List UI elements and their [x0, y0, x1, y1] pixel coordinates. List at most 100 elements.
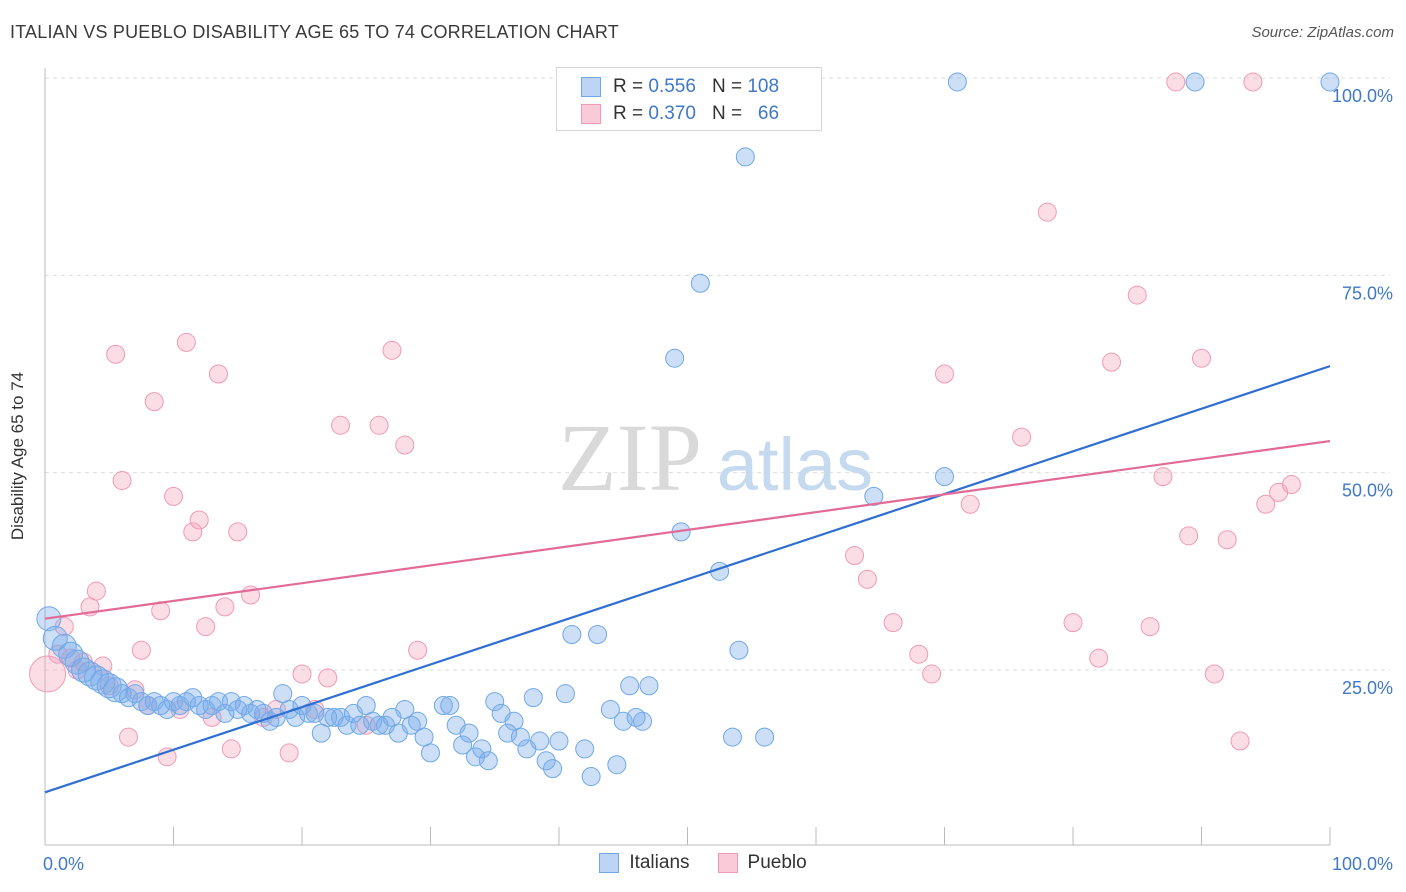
pueblo-trend-line [44, 440, 1331, 620]
n-label: N = [711, 103, 743, 124]
gridlines [45, 77, 1390, 671]
italians-point [549, 731, 569, 751]
pueblo-point [408, 640, 428, 660]
pueblo-point [131, 640, 151, 660]
r-value: 0.556 [648, 76, 696, 97]
italians-point [530, 731, 550, 751]
source-label: Source: ZipAtlas.com [1251, 24, 1394, 41]
pueblo-point [29, 655, 67, 693]
italians-point [77, 661, 103, 687]
legend-label-pueblo: Pueblo [747, 852, 807, 873]
italians-point [440, 696, 460, 716]
italians-point [478, 751, 498, 771]
italians-point [555, 684, 575, 704]
pueblo-point [909, 644, 929, 664]
stats-legend: R = 0.556 N = 108 R = 0.370 N = 66 [556, 67, 822, 131]
pueblo-swatch [581, 104, 601, 124]
italians-point [96, 673, 122, 699]
legend-item-italians[interactable]: Italians [599, 852, 690, 874]
italians-point [633, 711, 653, 731]
italians-point [157, 699, 177, 719]
italians-trend-line [44, 365, 1331, 794]
italians-point [350, 715, 370, 735]
pueblo-point [1140, 617, 1160, 637]
r-label: R = [613, 76, 644, 97]
pueblo-point [196, 617, 216, 637]
italians-point [433, 696, 453, 716]
pueblo-point [1102, 352, 1122, 372]
pueblo-point [1063, 613, 1083, 633]
n-value: 66 [757, 103, 780, 124]
italians-point [510, 727, 530, 747]
italians-swatch [581, 77, 601, 97]
pueblo-point [221, 739, 241, 759]
y-tick-label: 50.0% [1342, 481, 1393, 501]
points [29, 68, 1340, 787]
axes [44, 68, 1331, 846]
y-tick-label: 25.0% [1342, 678, 1393, 698]
italians-point [215, 703, 235, 723]
pueblo-point [1012, 427, 1032, 447]
italians-point [620, 676, 640, 696]
pueblo-point [112, 471, 132, 491]
pueblo-point [1230, 731, 1250, 751]
y-tick-label: 100.0% [1332, 86, 1393, 106]
italians-point [947, 72, 967, 92]
italians-point [581, 767, 601, 787]
italians-point [864, 486, 884, 506]
italians-point [735, 147, 755, 167]
series-legend: Italians Pueblo [0, 852, 1406, 874]
pueblo-point [106, 344, 126, 364]
trend-lines [44, 365, 1331, 794]
x-tick-label: 100.0% [1332, 854, 1393, 874]
italians-point [83, 665, 109, 691]
pueblo-point [1166, 72, 1186, 92]
x-tick-label: 0.0% [43, 854, 84, 874]
tick-labels: 25.0% 50.0% 75.0% 100.0% 0.0% 100.0% [43, 86, 1393, 874]
pueblo-point [1243, 72, 1263, 92]
pueblo-point [1153, 467, 1173, 487]
italians-point [331, 707, 351, 727]
legend-item-pueblo[interactable]: Pueblo [717, 852, 807, 874]
italians-point [575, 739, 595, 759]
italians-point [234, 696, 254, 716]
pueblo-point [176, 332, 196, 352]
pueblo-point [144, 392, 164, 412]
pueblo-point [208, 364, 228, 384]
italians-point [729, 640, 749, 660]
italians-point [588, 624, 608, 644]
r-value: 0.370 [648, 103, 696, 124]
watermark-zip: ZIP [558, 404, 702, 511]
chart-title: ITALIAN VS PUEBLO DISABILITY AGE 65 TO 7… [10, 22, 619, 42]
italians-point [485, 692, 505, 712]
italians-point [613, 711, 633, 731]
pueblo-point [395, 435, 415, 455]
pueblo-legend-swatch [717, 853, 738, 873]
pueblo-point [183, 522, 203, 542]
pueblo-point [1256, 494, 1276, 514]
pueblo-point [119, 727, 139, 747]
pueblo-point [369, 415, 389, 435]
italians-point [125, 684, 145, 704]
pueblo-point [1217, 530, 1237, 550]
italians-point [183, 688, 203, 708]
y-tick-label: 75.0% [1342, 283, 1393, 303]
pueblo-point [331, 415, 351, 435]
pueblo-point [228, 522, 248, 542]
pueblo-point [292, 664, 312, 684]
italians-point [607, 755, 627, 775]
italians-point [1320, 72, 1340, 92]
italians-point [543, 759, 563, 779]
pueblo-point [125, 680, 145, 700]
italians-point [935, 467, 954, 487]
pueblo-point [215, 597, 235, 617]
pueblo-point [86, 581, 106, 601]
italians-point [600, 699, 620, 719]
watermark-atlas: atlas [717, 423, 873, 506]
italians-point [536, 751, 556, 771]
italians-point [562, 624, 582, 644]
n-label: N = [711, 76, 743, 97]
y-axis-label: Disability Age 65 to 74 [8, 371, 27, 541]
italians-point [453, 735, 473, 755]
